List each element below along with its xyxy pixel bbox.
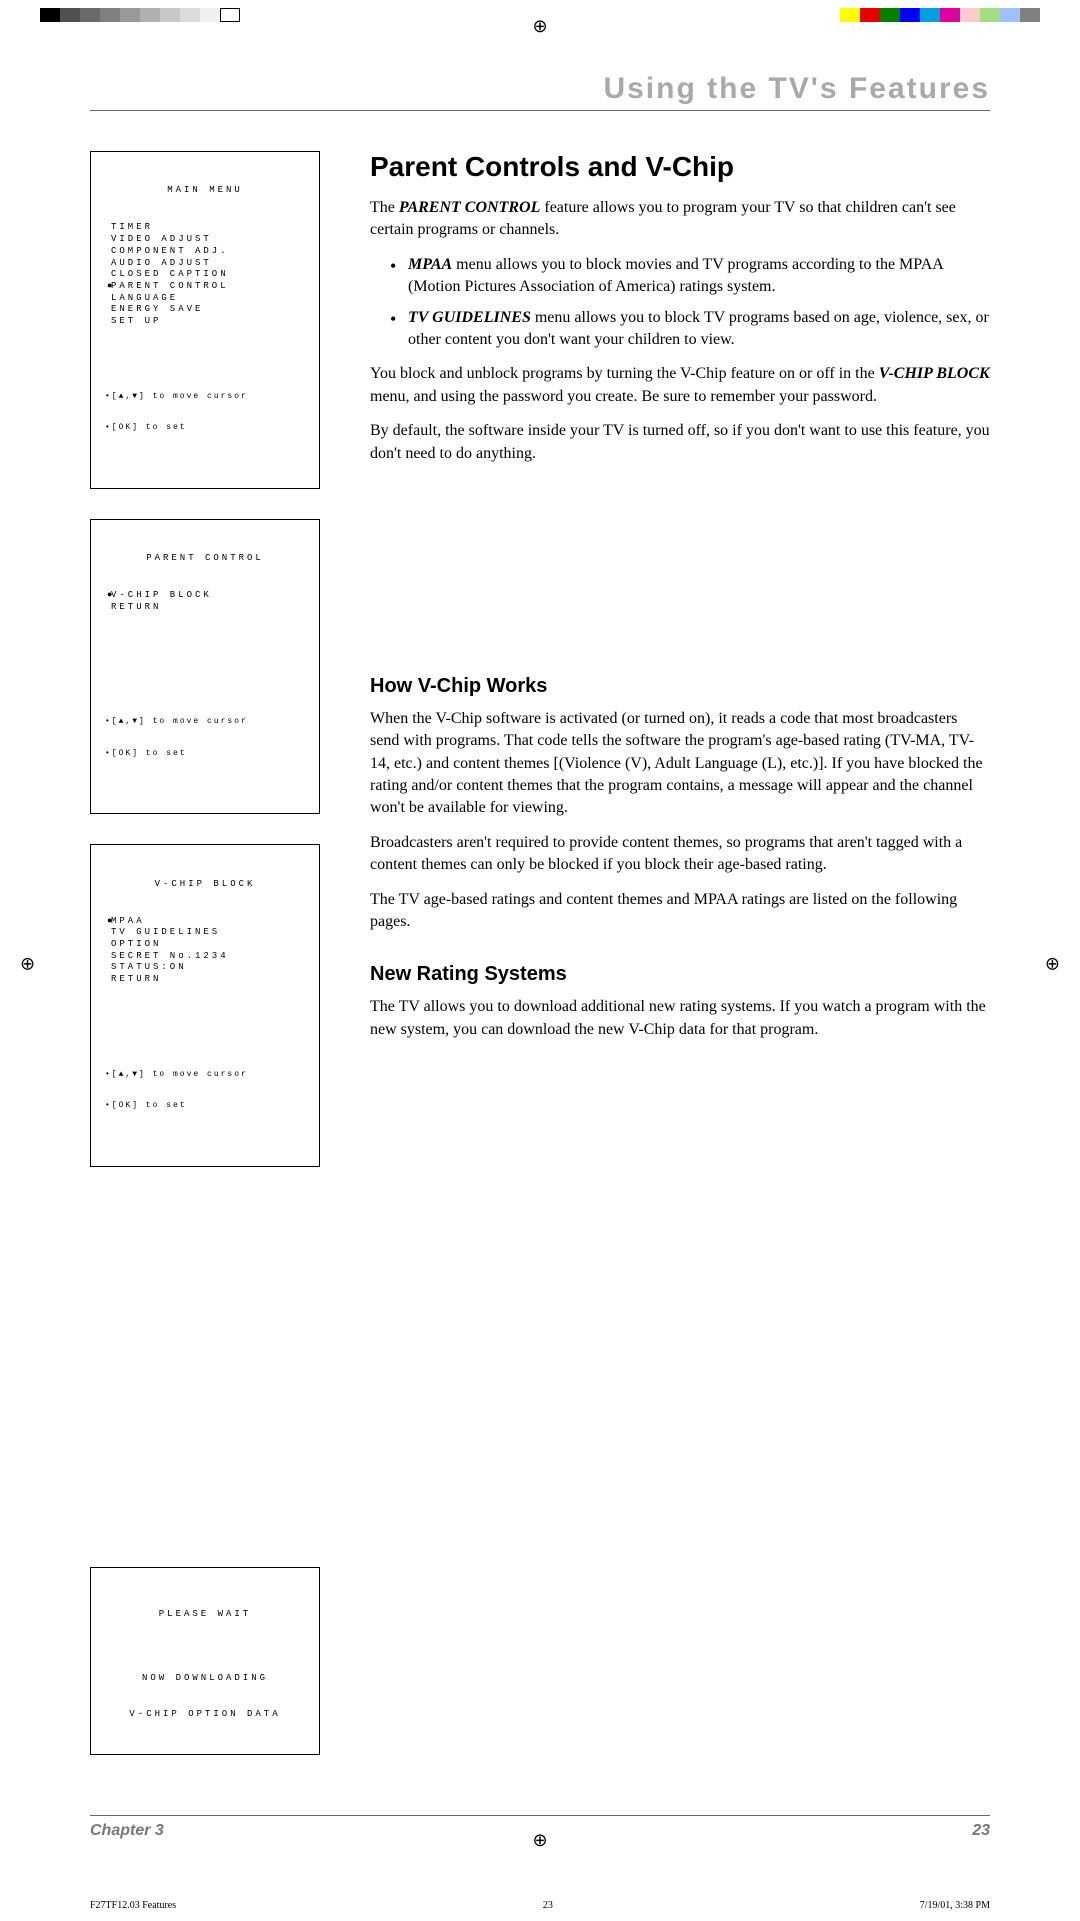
paragraph: The TV age-based ratings and content the… [370, 889, 990, 934]
paragraph: The TV allows you to download additional… [370, 996, 990, 1041]
registration-mark-icon: ⊕ [20, 954, 35, 975]
page-content: Using the TV's Features MAIN MENU TIMERV… [0, 22, 1080, 1870]
paragraph: You block and unblock programs by turnin… [370, 363, 990, 408]
paragraph: Broadcasters aren't required to provide … [370, 832, 990, 877]
page-header: Using the TV's Features [90, 72, 990, 111]
download-menu-screenshot: PLEASE WAIT NOW DOWNLOADING V-CHIP OPTIO… [90, 1567, 320, 1755]
registration-mark-icon: ⊕ [532, 1830, 547, 1851]
vchip-block-menu-screenshot: V-CHIP BLOCK MPAATV GUIDELINESOPTIONSECR… [90, 844, 320, 1166]
chapter-label: Chapter 3 [90, 1822, 164, 1840]
registration-mark-icon: ⊕ [532, 16, 547, 37]
feature-bullets: MPAA menu allows you to block movies and… [390, 254, 990, 352]
parent-control-menu-screenshot: PARENT CONTROL V-CHIP BLOCKRETURN •[▲,▼]… [90, 519, 320, 815]
page-number: 23 [972, 1822, 990, 1840]
heading-how-vchip-works: How V-Chip Works [370, 675, 990, 698]
main-text: Parent Controls and V-Chip The PARENT CO… [370, 151, 990, 1785]
main-menu-screenshot: MAIN MENU TIMERVIDEO ADJUSTCOMPONENT ADJ… [90, 151, 320, 489]
paragraph: By default, the software inside your TV … [370, 420, 990, 465]
sidebar: MAIN MENU TIMERVIDEO ADJUSTCOMPONENT ADJ… [90, 151, 320, 1785]
paragraph: When the V-Chip software is activated (o… [370, 708, 990, 820]
registration-mark-icon: ⊕ [1045, 954, 1060, 975]
heading-parent-controls: Parent Controls and V-Chip [370, 151, 990, 183]
print-metadata: F27TF12.03 Features 23 7/19/01, 3:38 PM [0, 1870, 1080, 1921]
heading-new-rating-systems: New Rating Systems [370, 963, 990, 986]
intro-paragraph: The PARENT CONTROL feature allows you to… [370, 197, 990, 242]
